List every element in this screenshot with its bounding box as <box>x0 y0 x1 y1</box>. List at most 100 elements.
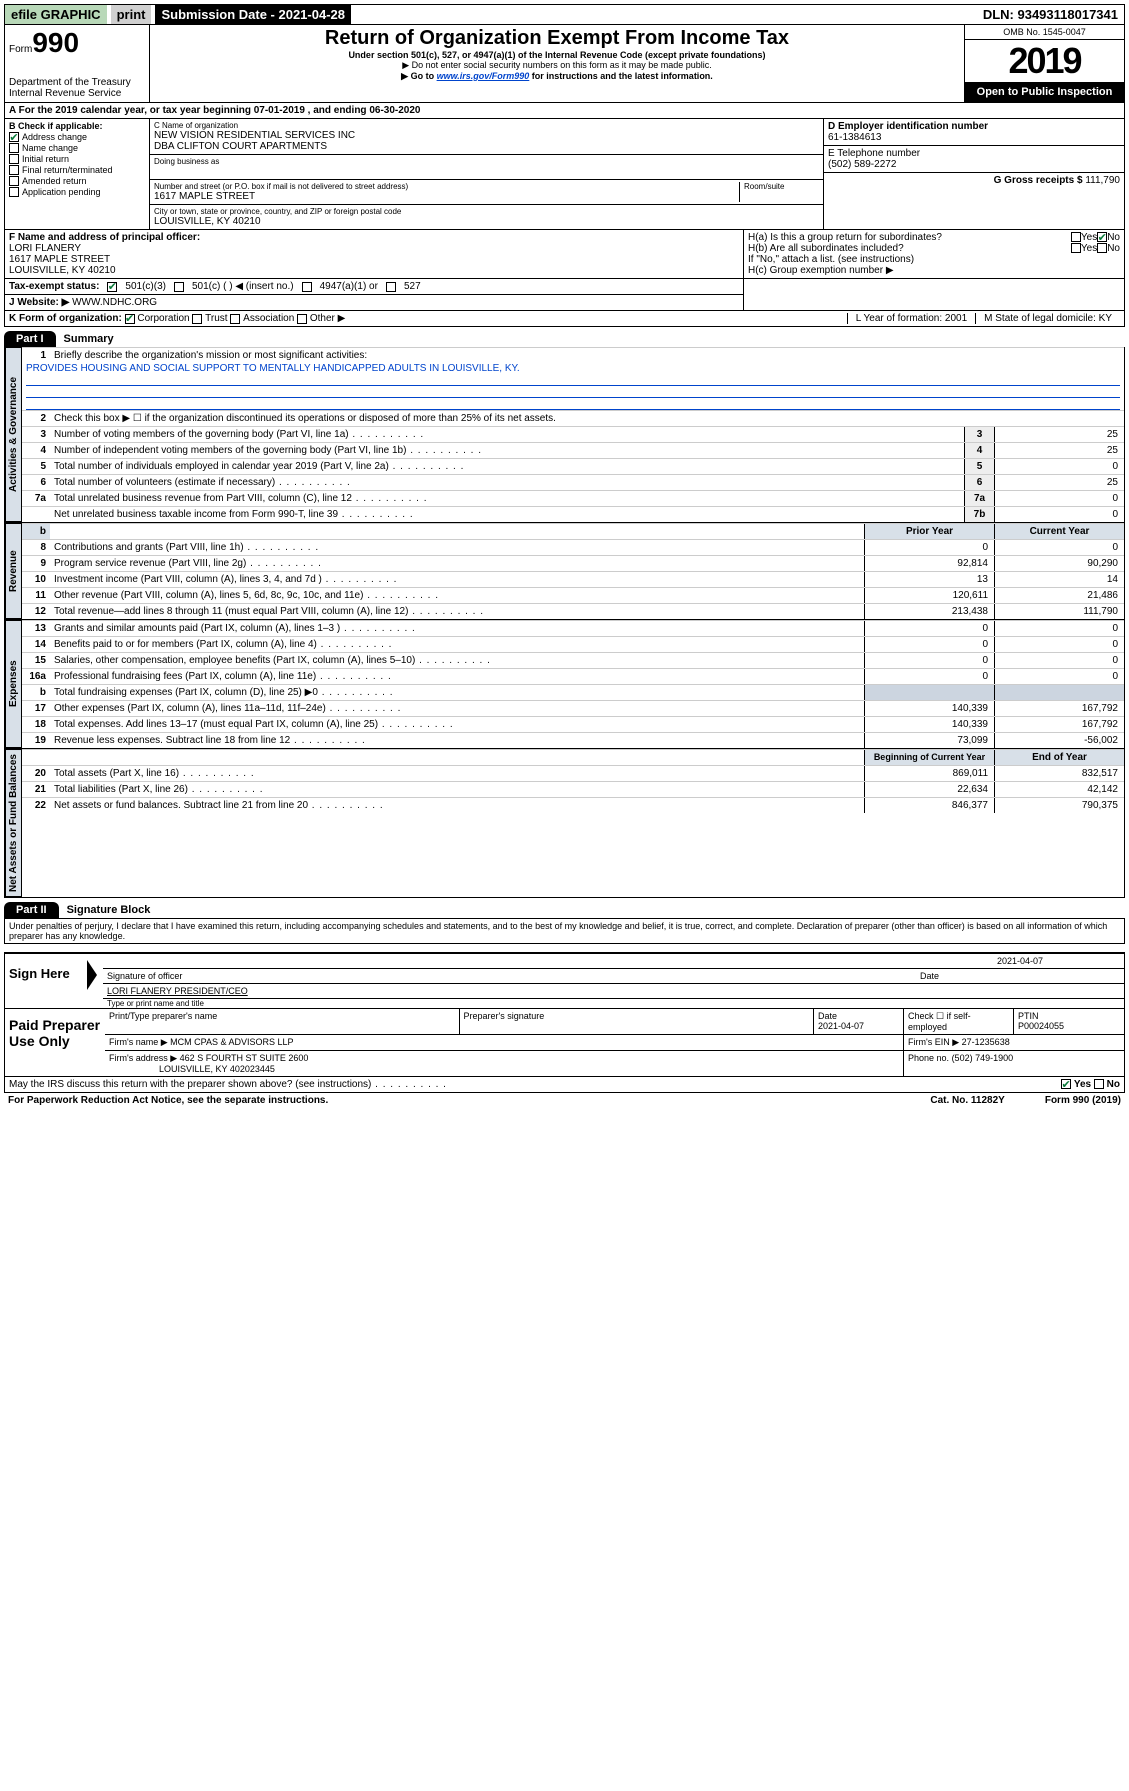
gov-label: Activities & Governance <box>5 347 22 522</box>
form-note1: ▶ Do not enter social security numbers o… <box>152 60 962 71</box>
gross-value: 111,790 <box>1085 175 1120 186</box>
l-year: L Year of formation: 2001 <box>847 313 975 324</box>
chk-address[interactable]: ✔ <box>9 132 19 142</box>
officer-name-title: LORI FLANERY PRESIDENT/CEO <box>107 986 248 996</box>
hb-label: H(b) Are all subordinates included? <box>748 243 1071 254</box>
chk-pending[interactable] <box>9 187 19 197</box>
q2-text: Check this box ▶ ☐ if the organization d… <box>50 411 1124 426</box>
org-city: LOUISVILLE, KY 40210 <box>154 216 819 227</box>
open-public-badge: Open to Public Inspection <box>965 82 1124 102</box>
hdr-beg: Beginning of Current Year <box>864 750 994 765</box>
sig-officer-label: Signature of officer <box>107 971 920 981</box>
ha-yes[interactable] <box>1071 232 1081 242</box>
chk-527[interactable] <box>386 282 396 292</box>
f-label: F Name and address of principal officer: <box>9 232 200 243</box>
m-state: M State of legal domicile: KY <box>975 313 1120 324</box>
website-value: WWW.NDHC.ORG <box>72 297 157 308</box>
chk-final[interactable] <box>9 165 19 175</box>
discuss-no[interactable] <box>1094 1079 1104 1089</box>
hdr-end: End of Year <box>994 750 1124 765</box>
discuss-text: May the IRS discuss this return with the… <box>9 1079 1061 1090</box>
firm-ein: 27-1235638 <box>962 1037 1010 1047</box>
p-date: 2021-04-07 <box>818 1021 864 1031</box>
pra-notice: For Paperwork Reduction Act Notice, see … <box>8 1095 890 1106</box>
ij-row: Tax-exempt status: ✔501(c)(3) 501(c) ( )… <box>4 279 1125 311</box>
discuss-row: May the IRS discuss this return with the… <box>4 1077 1125 1093</box>
chk-initial[interactable] <box>9 154 19 164</box>
part2-header: Part II Signature Block <box>4 902 1125 918</box>
chk-trust[interactable] <box>192 314 202 324</box>
form-prefix: Form <box>9 44 32 55</box>
footer: For Paperwork Reduction Act Notice, see … <box>4 1093 1125 1108</box>
dln-number: DLN: 93493118017341 <box>977 5 1124 24</box>
chk-other[interactable] <box>297 314 307 324</box>
paid-preparer-block: Paid Preparer Use Only Print/Type prepar… <box>4 1009 1125 1077</box>
k-label: K Form of organization: <box>9 313 122 324</box>
efile-link[interactable]: efile GRAPHIC <box>5 5 107 24</box>
p-name-l: Print/Type preparer's name <box>105 1009 460 1034</box>
omb-number: OMB No. 1545-0047 <box>965 25 1124 40</box>
dept-treasury: Department of the Treasury <box>9 77 145 88</box>
firm-addr1: 462 S FOURTH ST SUITE 2600 <box>180 1053 309 1063</box>
hb-no[interactable] <box>1097 243 1107 253</box>
gross-label: G Gross receipts $ <box>994 175 1083 186</box>
q1-text: Briefly describe the organization's miss… <box>50 348 1124 363</box>
dba-label: Doing business as <box>154 157 819 166</box>
hdr-curr: Current Year <box>994 524 1124 539</box>
tax-year: 2019 <box>965 40 1124 82</box>
addr-label: Number and street (or P.O. box if mail i… <box>154 182 739 191</box>
officer-name: LORI FLANERY <box>9 243 81 254</box>
firm-name: MCM CPAS & ADVISORS LLP <box>170 1037 293 1047</box>
info-grid: B Check if applicable: ✔Address change N… <box>4 119 1125 230</box>
part2-title: Signature Block <box>59 902 159 918</box>
org-street: 1617 MAPLE STREET <box>154 191 739 202</box>
exp-label: Expenses <box>5 620 22 748</box>
ein-label: D Employer identification number <box>828 121 988 132</box>
city-label: City or town, state or province, country… <box>154 207 819 216</box>
i-label: Tax-exempt status: <box>9 281 99 292</box>
chk-assoc[interactable] <box>230 314 240 324</box>
hc-label: H(c) Group exemption number ▶ <box>748 265 1120 276</box>
hb-yes[interactable] <box>1071 243 1081 253</box>
officer-city: LOUISVILLE, KY 40210 <box>9 265 116 276</box>
part2-tab: Part II <box>4 902 59 918</box>
firm-phone: (502) 749-1900 <box>952 1053 1014 1063</box>
fh-row: F Name and address of principal officer:… <box>4 230 1125 279</box>
org-name1: NEW VISION RESIDENTIAL SERVICES INC <box>154 130 819 141</box>
rev-label: Revenue <box>5 523 22 619</box>
chk-amended[interactable] <box>9 176 19 186</box>
chk-501c[interactable] <box>174 282 184 292</box>
print-button[interactable]: print <box>111 5 152 24</box>
ha-no[interactable]: ✔ <box>1097 232 1107 242</box>
ha-label: H(a) Is this a group return for subordin… <box>748 232 1071 243</box>
part1-title: Summary <box>56 331 122 347</box>
chk-4947[interactable] <box>302 282 312 292</box>
irs-link[interactable]: www.irs.gov/Form990 <box>437 71 530 81</box>
part1-tab: Part I <box>4 331 56 347</box>
expenses-section: Expenses 13Grants and similar amounts pa… <box>4 620 1125 749</box>
row-a-period: A For the 2019 calendar year, or tax yea… <box>4 103 1125 119</box>
arrow-icon <box>85 954 103 1008</box>
net-label: Net Assets or Fund Balances <box>5 749 22 897</box>
topbar: efile GRAPHIC print Submission Date - 20… <box>4 4 1125 25</box>
netassets-section: Net Assets or Fund Balances Beginning of… <box>4 749 1125 898</box>
part1-header: Part I Summary <box>4 331 1125 347</box>
form-ref: Form 990 (2019) <box>1045 1095 1121 1106</box>
mission-text: PROVIDES HOUSING AND SOCIAL SUPPORT TO M… <box>22 363 1124 374</box>
discuss-yes[interactable]: ✔ <box>1061 1079 1071 1089</box>
perjury-declaration: Under penalties of perjury, I declare th… <box>4 918 1125 944</box>
chk-name[interactable] <box>9 143 19 153</box>
sign-here-label: Sign Here <box>5 954 85 1008</box>
chk-corp[interactable]: ✔ <box>125 314 135 324</box>
form-note2a: ▶ Go to <box>401 71 436 81</box>
sign-here-block: Sign Here 2021-04-07 Signature of office… <box>4 952 1125 1009</box>
revenue-section: Revenue b Prior Year Current Year 8Contr… <box>4 523 1125 620</box>
c-label: C Name of organization <box>154 121 819 130</box>
p-check-l: Check ☐ if self-employed <box>904 1009 1014 1034</box>
type-print-label: Type or print name and title <box>103 999 1124 1008</box>
form-title: Return of Organization Exempt From Incom… <box>152 27 962 50</box>
chk-501c3[interactable]: ✔ <box>107 282 117 292</box>
sig-date: 2021-04-07 <box>920 956 1120 966</box>
klm-row: K Form of organization: ✔ Corporation Tr… <box>4 311 1125 327</box>
ein-value: 61-1384613 <box>828 132 1120 143</box>
